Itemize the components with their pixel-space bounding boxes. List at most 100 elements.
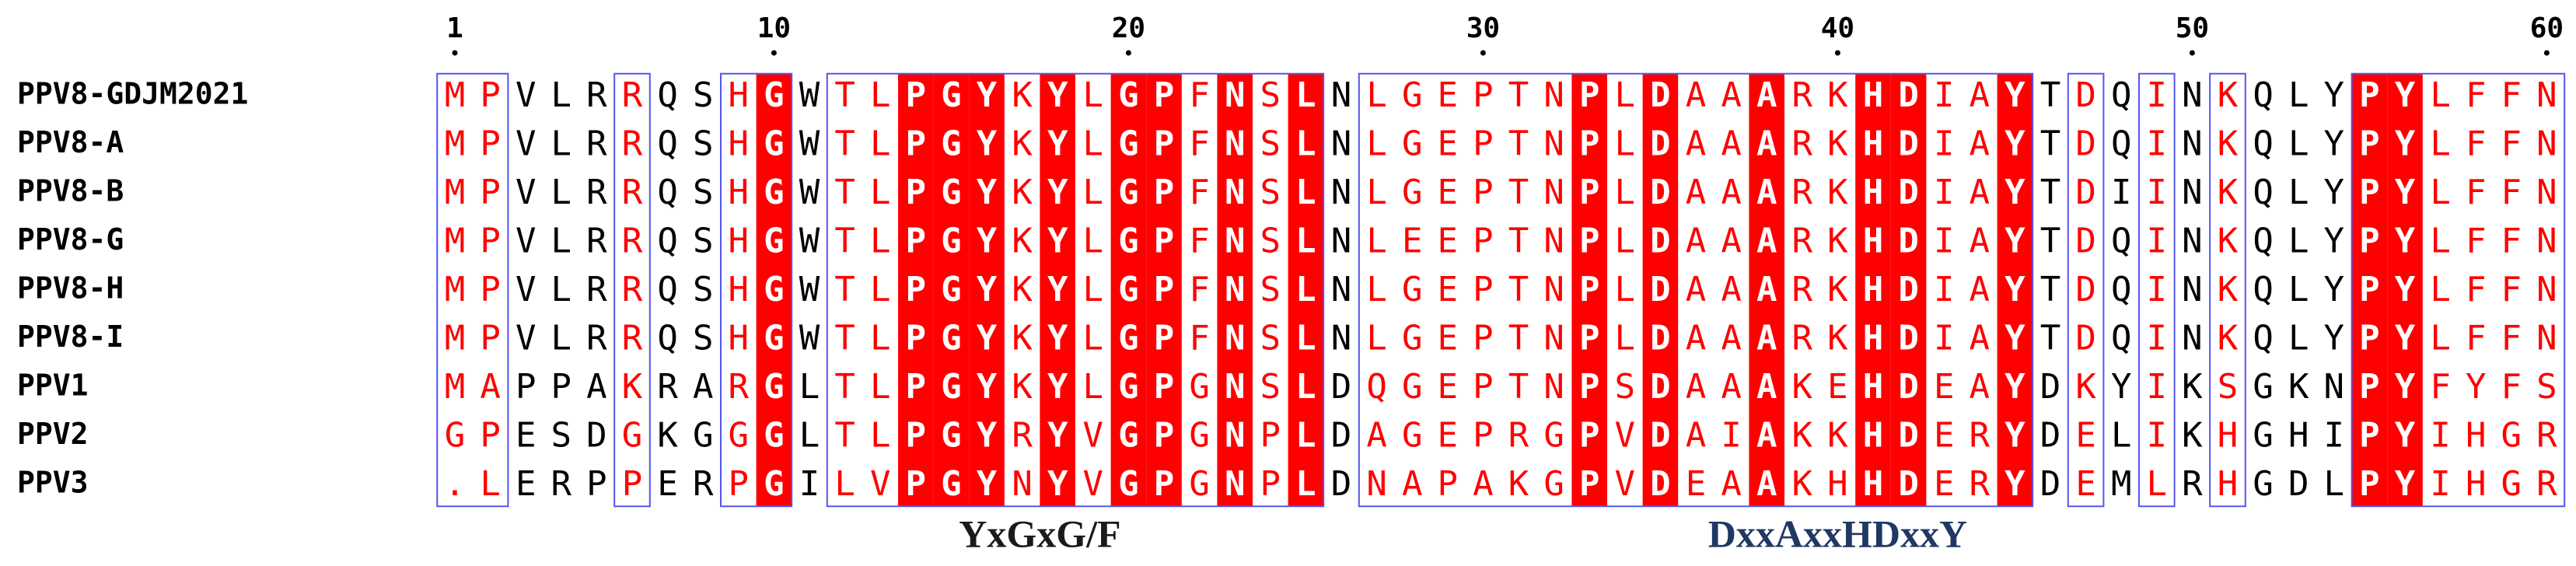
residue: A (1970, 75, 1991, 115)
residue: E (1827, 367, 1848, 407)
residue: R (1012, 416, 1033, 456)
residue: A (693, 367, 714, 407)
residue: N (1331, 124, 1352, 164)
residue: P (1438, 464, 1459, 504)
residue: A (1756, 124, 1777, 164)
residue: Y (2395, 173, 2416, 212)
residue: K (1827, 222, 1848, 261)
residue: H (1863, 270, 1884, 309)
residue: A (1756, 173, 1777, 212)
residue: P (906, 367, 927, 407)
residue: P (1579, 75, 1600, 115)
residue: E (1438, 319, 1459, 358)
residue: L (551, 270, 572, 309)
residue: A (1970, 367, 1991, 407)
sequence-name: PPV8-B (17, 174, 124, 208)
residue: I (1721, 416, 1742, 456)
residue: Y (1047, 319, 1068, 358)
residue: R (1792, 124, 1813, 164)
residue: N (2182, 75, 2203, 115)
residue: L (870, 367, 891, 407)
residue: P (480, 270, 501, 309)
residue: A (1970, 124, 1991, 164)
residue: F (2466, 173, 2487, 212)
conservation-box (613, 72, 651, 508)
residue: H (729, 222, 750, 261)
residue: T (1508, 124, 1529, 164)
residue: P (2359, 416, 2380, 456)
residue: L (1615, 319, 1636, 358)
residue: Q (657, 173, 678, 212)
residue: G (1118, 270, 1139, 309)
residue: D (2075, 124, 2096, 164)
residue: R (657, 367, 678, 407)
residue: P (1579, 124, 1600, 164)
residue: L (551, 75, 572, 115)
residue: G (1118, 416, 1139, 456)
residue: V (1083, 416, 1104, 456)
residue: Q (2111, 75, 2132, 115)
residue: L (1366, 173, 1387, 212)
residue: T (1508, 367, 1529, 407)
residue: P (1154, 367, 1175, 407)
residue: N (1225, 124, 1246, 164)
residue: S (2536, 367, 2557, 407)
residue: P (906, 270, 927, 309)
residue: P (1579, 173, 1600, 212)
residue: L (2147, 464, 2168, 504)
residue: T (2040, 124, 2061, 164)
residue: S (551, 416, 572, 456)
residue: A (1756, 75, 1777, 115)
residue: H (1863, 124, 1884, 164)
residue: E (1438, 173, 1459, 212)
residue: G (941, 124, 962, 164)
residue: N (1331, 319, 1352, 358)
sequence-name: PPV8-G (17, 222, 124, 257)
residue: F (2501, 319, 2522, 358)
residue: P (1260, 416, 1281, 456)
residue: H (2288, 416, 2309, 456)
residue: F (2501, 124, 2522, 164)
residue: L (2430, 222, 2451, 261)
residue: P (480, 319, 501, 358)
residue: P (1154, 319, 1175, 358)
residue: L (834, 464, 855, 504)
residue: Y (2005, 367, 2025, 407)
residue: A (1686, 173, 1707, 212)
residue: F (2501, 222, 2522, 261)
residue: P (1473, 319, 1494, 358)
residue: P (586, 464, 607, 504)
residue: V (1615, 464, 1636, 504)
residue: S (1260, 319, 1281, 358)
residue: R (729, 367, 750, 407)
residue: L (2288, 319, 2309, 358)
ruler-dot (1834, 50, 1840, 56)
residue: G (1189, 416, 1210, 456)
residue: N (1543, 173, 1564, 212)
residue: P (480, 222, 501, 261)
identity-column (1110, 73, 1147, 507)
residue: I (1934, 124, 1955, 164)
residue: I (2147, 124, 2168, 164)
residue: G (1189, 367, 1210, 407)
residue: A (1970, 173, 1991, 212)
residue: A (1721, 75, 1742, 115)
residue: Y (2324, 222, 2345, 261)
residue: Y (1047, 464, 1068, 504)
residue: F (2501, 75, 2522, 115)
residue: G (1118, 464, 1139, 504)
residue: D (2288, 464, 2309, 504)
residue: H (1863, 319, 1884, 358)
residue: Y (2395, 319, 2416, 358)
residue: K (1827, 75, 1848, 115)
residue: R (2536, 416, 2557, 456)
residue: A (1721, 367, 1742, 407)
residue: P (729, 464, 750, 504)
residue: P (1260, 464, 1281, 504)
ruler-dot (771, 50, 777, 56)
residue: G (941, 319, 962, 358)
residue: G (941, 416, 962, 456)
residue: G (2501, 416, 2522, 456)
residue: K (1792, 416, 1813, 456)
residue: H (1863, 75, 1884, 115)
